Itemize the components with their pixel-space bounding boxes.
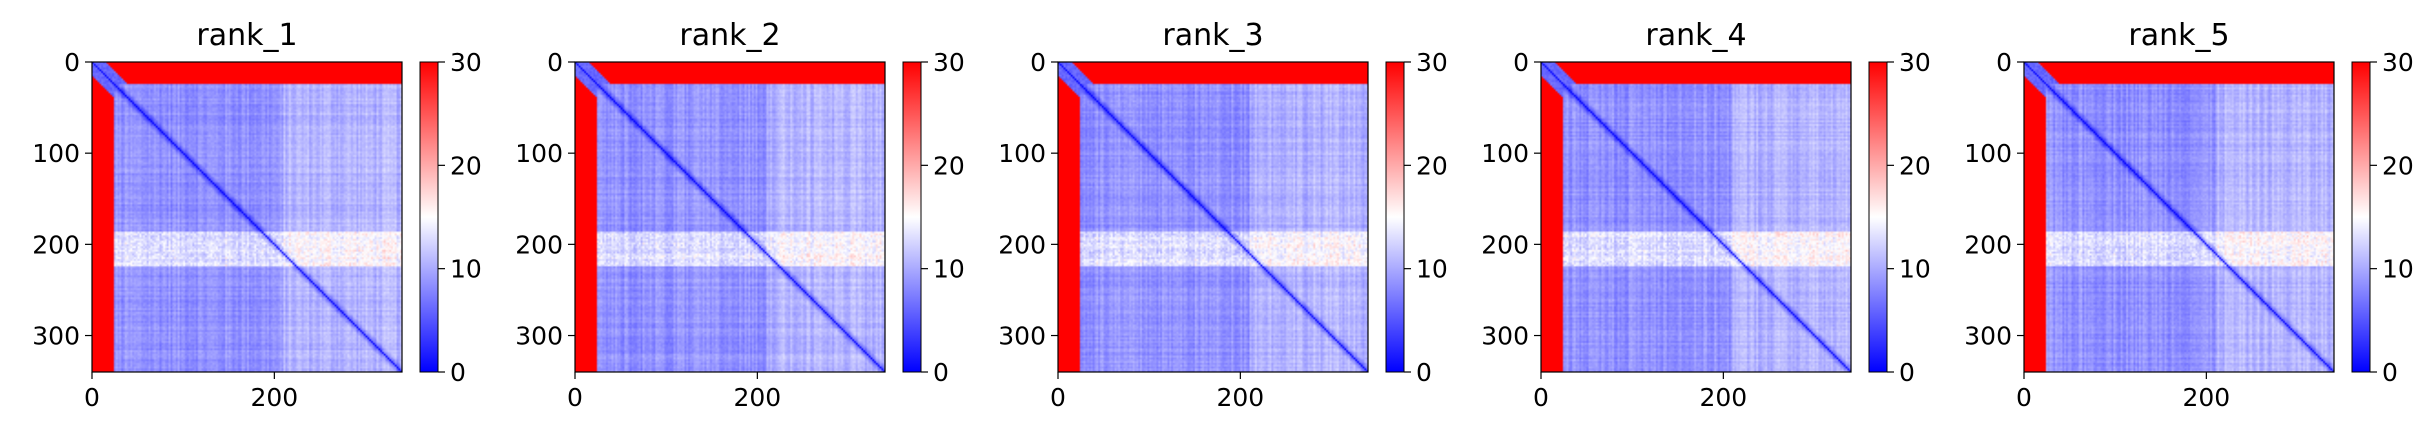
y-tick-label: 200 — [1481, 230, 1529, 259]
colorbar-tick-label: 10 — [1899, 255, 1931, 284]
y-tick-label: 200 — [515, 230, 563, 259]
y-tick-label: 0 — [1030, 48, 1046, 77]
colorbar — [2351, 61, 2371, 373]
y-tick-label: 100 — [1964, 139, 2012, 168]
y-tick-label: 100 — [32, 139, 80, 168]
x-tick-label: 0 — [84, 383, 100, 412]
chart-title: rank_2 — [679, 18, 780, 53]
colorbar-tick-label: 0 — [2382, 358, 2398, 387]
colorbar-tick-label: 0 — [933, 358, 949, 387]
y-tick-label: 300 — [515, 322, 563, 351]
heatmap-image — [2024, 62, 2334, 372]
colorbar — [902, 61, 922, 373]
heatmap-panel: rank_1 0 200 0 100 200 300 0 10 20 30 — [32, 18, 482, 412]
x-tick-label: 0 — [1050, 383, 1066, 412]
colorbar-tick-label: 0 — [1899, 358, 1915, 387]
y-tick-label: 300 — [32, 322, 80, 351]
colorbar-tick-label: 10 — [1416, 255, 1448, 284]
y-tick-label: 0 — [1513, 48, 1529, 77]
y-tick-label: 300 — [1481, 322, 1529, 351]
colorbar-tick-label: 10 — [450, 255, 482, 284]
colorbar-tick-label: 0 — [1416, 358, 1432, 387]
colorbar-tick-label: 10 — [2382, 255, 2414, 284]
y-tick-label: 300 — [998, 322, 1046, 351]
y-tick-label: 0 — [547, 48, 563, 77]
y-tick-label: 200 — [1964, 230, 2012, 259]
colorbar-tick-label: 10 — [933, 255, 965, 284]
colorbar — [419, 61, 439, 373]
y-tick-label: 300 — [1964, 322, 2012, 351]
colorbar-tick-label: 20 — [1416, 151, 1448, 180]
y-tick-label: 200 — [32, 230, 80, 259]
colorbar-tick-label: 30 — [450, 48, 482, 77]
x-tick-label: 200 — [2182, 383, 2230, 412]
colorbar-tick-label: 20 — [450, 151, 482, 180]
heatmap-panel: rank_2 0 200 0 100 200 300 0 10 20 30 — [515, 18, 965, 412]
colorbar-tick-label: 0 — [450, 358, 466, 387]
heatmap-image — [92, 62, 402, 372]
y-tick-label: 200 — [998, 230, 1046, 259]
y-tick-label: 100 — [998, 139, 1046, 168]
heatmap-panel: rank_5 0 200 0 100 200 300 0 10 20 30 — [1964, 18, 2414, 412]
y-tick-label: 0 — [64, 48, 80, 77]
x-tick-label: 0 — [567, 383, 583, 412]
plot-frame — [91, 61, 403, 373]
y-tick-label: 0 — [1996, 48, 2012, 77]
chart-title: rank_1 — [196, 18, 297, 53]
plot-frame — [574, 61, 886, 373]
chart-title: rank_3 — [1162, 18, 1263, 53]
heatmap-image — [575, 62, 885, 372]
colorbar-tick-label: 30 — [2382, 48, 2414, 77]
y-tick-label: 100 — [1481, 139, 1529, 168]
y-tick-label: 100 — [515, 139, 563, 168]
x-tick-label: 0 — [2016, 383, 2032, 412]
heatmap-panel: rank_3 0 200 0 100 200 300 0 10 20 30 — [998, 18, 1448, 412]
x-tick-label: 0 — [1533, 383, 1549, 412]
colorbar — [1385, 61, 1405, 373]
colorbar-tick-label: 30 — [933, 48, 965, 77]
heatmap-image — [1058, 62, 1368, 372]
x-tick-label: 200 — [250, 383, 298, 412]
heatmap-image — [1541, 62, 1851, 372]
plot-frame — [1057, 61, 1369, 373]
colorbar-tick-label: 30 — [1416, 48, 1448, 77]
x-tick-label: 200 — [733, 383, 781, 412]
colorbar-tick-label: 20 — [2382, 151, 2414, 180]
colorbar-tick-label: 20 — [1899, 151, 1931, 180]
chart-title: rank_5 — [2128, 18, 2229, 53]
colorbar — [1868, 61, 1888, 373]
colorbar-tick-label: 30 — [1899, 48, 1931, 77]
x-tick-label: 200 — [1216, 383, 1264, 412]
plot-frame — [1540, 61, 1852, 373]
heatmap-panel: rank_4 0 200 0 100 200 300 0 10 20 30 — [1481, 18, 1931, 412]
colorbar-tick-label: 20 — [933, 151, 965, 180]
x-tick-label: 200 — [1699, 383, 1747, 412]
plot-frame — [2023, 61, 2335, 373]
chart-title: rank_4 — [1645, 18, 1746, 53]
